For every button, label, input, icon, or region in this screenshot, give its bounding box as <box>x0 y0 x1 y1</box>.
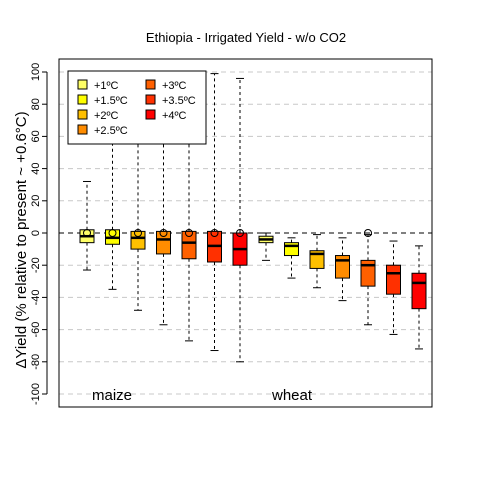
y-tick-label: -20 <box>30 257 42 273</box>
outlier-point <box>364 229 372 237</box>
box-maize-2 <box>130 119 146 311</box>
legend-swatch <box>145 109 156 120</box>
outlier-point <box>134 229 142 237</box>
group-label-wheat: wheat <box>271 387 313 404</box>
iqr-box <box>181 230 197 260</box>
y-tick-label: 80 <box>30 98 42 110</box>
box-maize-5 <box>207 73 222 352</box>
y-tick-label: -100 <box>30 383 42 405</box>
group-label-maize: maize <box>92 387 132 404</box>
box-wheat-2 <box>309 234 325 289</box>
box-maize-0 <box>79 180 95 271</box>
iqr-box <box>335 255 350 279</box>
legend-label: +2ºC <box>94 110 119 122</box>
y-tick-label: 0 <box>30 230 42 236</box>
legend-label: +3.5ºC <box>162 95 196 107</box>
legend-label: +4ºC <box>162 110 187 122</box>
outlier-point <box>185 229 193 237</box>
legend-box <box>67 70 207 145</box>
plot-frame <box>58 58 433 408</box>
iqr-box <box>156 230 171 255</box>
box-wheat-6 <box>411 245 427 350</box>
outlier-point <box>159 229 168 237</box>
legend-label: +1.5ºC <box>94 95 128 107</box>
y-tick-label: -60 <box>30 322 42 338</box>
legend-label: +3ºC <box>162 80 187 92</box>
y-tick-label: 100 <box>30 63 42 81</box>
y-tick-label: 40 <box>30 162 42 174</box>
iqr-box <box>411 272 427 310</box>
legend-swatch <box>77 109 88 120</box>
y-tick-label: 60 <box>30 130 42 142</box>
iqr-box <box>130 230 146 250</box>
legend-swatch <box>145 79 156 90</box>
y-axis: -100 -80 -60 -40 -20 0 20 40 60 80 100 <box>30 63 48 405</box>
group-labels: maize wheat <box>92 387 313 404</box>
iqr-box <box>386 264 401 295</box>
outlier-point <box>236 229 244 237</box>
y-tick-label: -80 <box>30 354 42 370</box>
box-maize-6 <box>232 77 248 363</box>
grid-lines <box>59 71 432 395</box>
outlier-point <box>108 229 117 237</box>
legend-label: +1ºC <box>94 80 119 92</box>
legend-swatch <box>145 94 156 105</box>
box-wheat-1 <box>284 237 299 279</box>
legend-label: +2.5ºC <box>94 125 128 137</box>
box-wheat-3 <box>335 237 350 302</box>
outlier-point <box>210 229 219 237</box>
legend-swatch <box>77 124 88 135</box>
box-wheat-5 <box>386 240 401 335</box>
chart-title: Ethiopia - Irrigated Yield - w/o CO2 <box>146 30 346 45</box>
box-wheat-4 <box>360 229 376 326</box>
legend-swatch <box>77 79 88 90</box>
legend-swatch <box>77 94 88 105</box>
outlier-point <box>83 229 91 237</box>
y-tick-label: 20 <box>30 195 42 207</box>
box-wheat-0 <box>258 232 274 261</box>
y-tick-label: -40 <box>30 289 42 305</box>
iqr-box <box>284 242 299 257</box>
y-axis-label: ΔYield (% relative to present ~ +0.6°C) <box>13 111 30 368</box>
iqr-box <box>360 259 376 287</box>
legend: +1ºC +1.5ºC +2ºC +2.5ºC +3ºC +3.5ºC +4ºC <box>67 70 207 145</box>
